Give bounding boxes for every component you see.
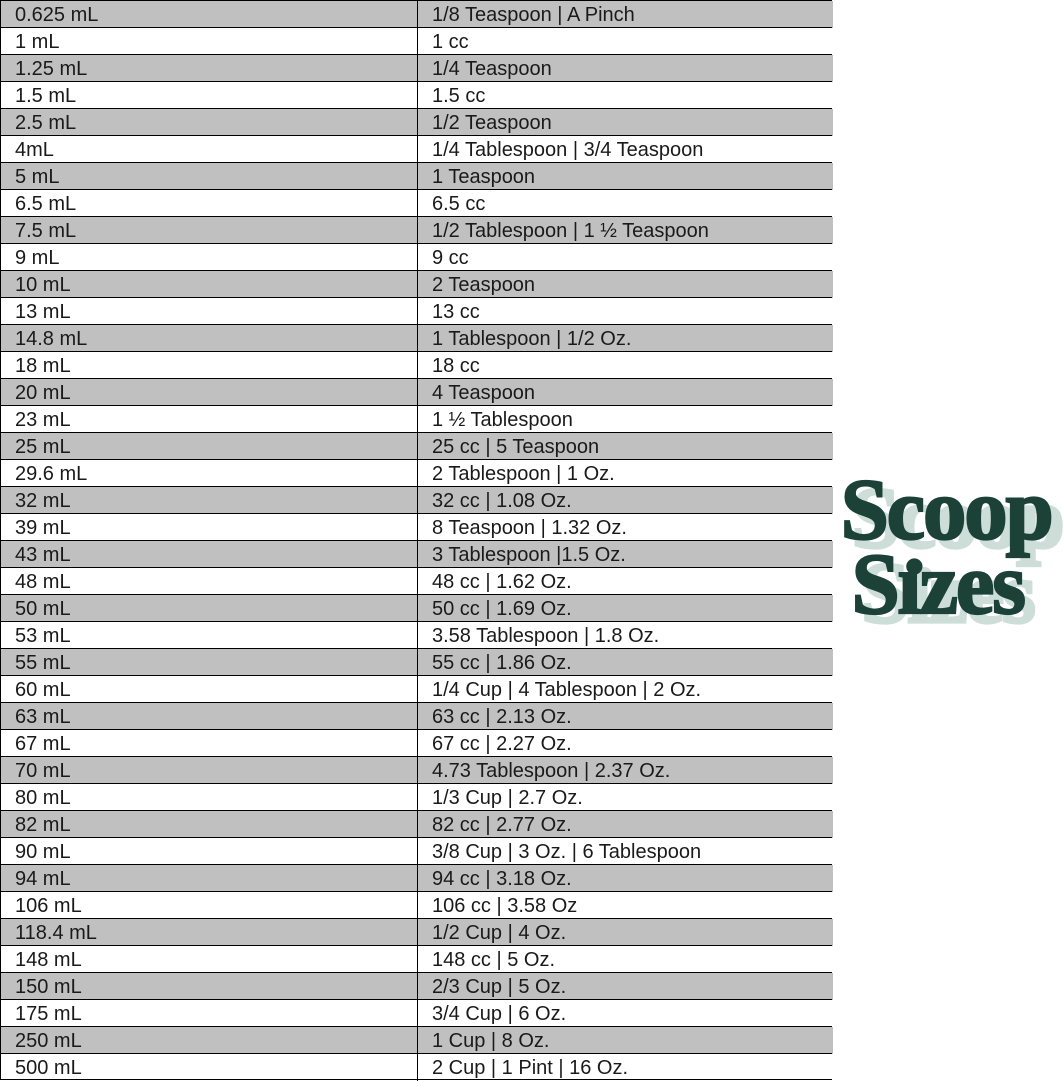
svg-text:S: S xyxy=(851,536,897,632)
svg-text:ızes: ızes xyxy=(898,536,1025,632)
